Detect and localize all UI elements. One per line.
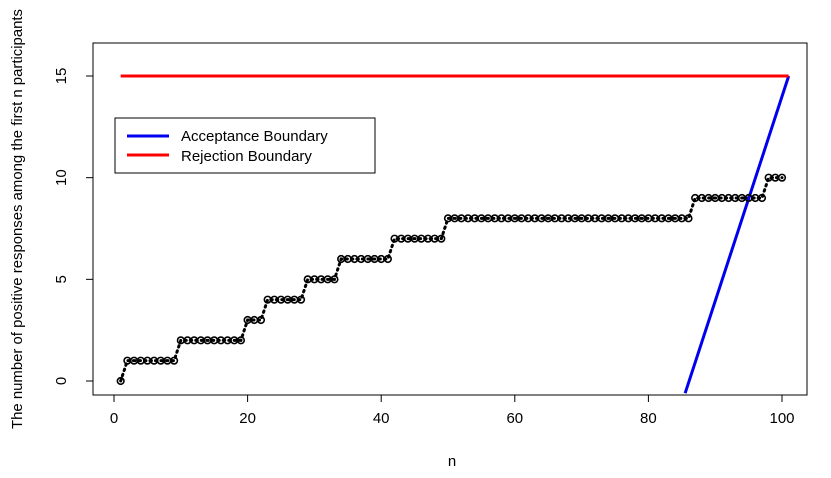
observed-points (116, 173, 787, 386)
x-tick-label: 20 (239, 410, 256, 427)
data-point (236, 336, 246, 345)
data-point (256, 315, 266, 325)
data-point (757, 193, 767, 203)
legend-box (114, 117, 376, 174)
legend: Acceptance Boundary Rejection Boundary (114, 117, 376, 174)
y-axis-label: The number of positive responses among t… (9, 9, 26, 429)
x-tick-label: 0 (110, 410, 118, 427)
data-point (330, 275, 339, 284)
y-tick-label: 10 (53, 169, 70, 186)
data-point (437, 234, 446, 243)
y-tick-label: 15 (53, 68, 70, 85)
data-point (777, 173, 787, 182)
y-tick-label: 0 (53, 377, 70, 385)
acceptance-boundary-line (683, 75, 791, 394)
data-point (684, 214, 693, 223)
data-point (170, 356, 179, 365)
x-tick-label: 100 (769, 410, 794, 427)
observed-connector (119, 176, 784, 383)
y-tick-label: 5 (53, 275, 70, 283)
legend-label-rejection: Rejection Boundary (181, 148, 312, 165)
y-axis: 0 5 10 15 (53, 68, 94, 385)
x-tick-label: 80 (640, 410, 657, 427)
x-tick-label: 60 (506, 410, 523, 427)
data-point (383, 254, 392, 264)
data-point (296, 295, 306, 304)
x-tick-label: 40 (373, 410, 390, 427)
x-axis-label: n (448, 453, 456, 470)
data-point (116, 376, 125, 386)
legend-label-acceptance: Acceptance Boundary (181, 128, 328, 145)
x-axis: 0 20 40 60 80 100 (110, 394, 795, 427)
